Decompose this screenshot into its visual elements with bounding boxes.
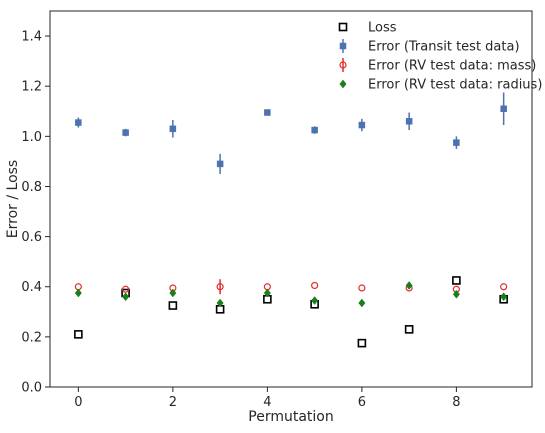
legend-marker (338, 22, 348, 32)
axes: 0 2 4 6 8 0.0 0.2 0.4 0.6 0.8 1.0 1.2 1.4 (21, 10, 533, 410)
legend-marker (339, 61, 347, 69)
data-point (263, 288, 271, 298)
data-point (122, 292, 130, 302)
data-point (453, 139, 460, 146)
series-0 (74, 276, 508, 348)
data-point (500, 283, 508, 291)
y-tick-label: 1.2 (21, 80, 42, 95)
x-tick-label: 4 (263, 395, 271, 410)
legend-label: Loss (368, 21, 397, 36)
legend-label: Error (RV test data: mass) (368, 59, 536, 74)
data-point (216, 283, 224, 291)
data-point (500, 292, 508, 302)
y-tick-label: 0.4 (21, 280, 42, 295)
data-point (358, 284, 366, 292)
y-tick-label: 1.0 (21, 130, 42, 145)
data-point (358, 121, 366, 129)
data-point (169, 125, 177, 133)
series-3 (74, 281, 508, 308)
data-point (311, 281, 319, 290)
series-2 (74, 279, 508, 295)
y-tick-label: 0.0 (21, 381, 42, 396)
legend-label: Error (Transit test data) (368, 40, 520, 55)
y-tick-label: 1.4 (21, 30, 42, 45)
data-point (169, 288, 177, 298)
data-point (122, 285, 130, 293)
data-point (168, 301, 178, 310)
x-tick-label: 2 (169, 395, 177, 410)
x-axis-label: Permutation (248, 409, 333, 425)
plot-frame (49, 10, 533, 388)
data-point (74, 288, 82, 298)
data-point (357, 338, 367, 348)
data-point (74, 330, 83, 339)
series-1 (75, 92, 507, 174)
x-tick-label: 8 (452, 395, 460, 410)
legend-label: Error (RV test data: radius) (368, 78, 542, 93)
legend-marker (339, 42, 347, 50)
data-point (358, 298, 366, 308)
x-tick-label: 0 (74, 395, 82, 410)
data-point (404, 325, 414, 334)
data-point (216, 160, 224, 168)
data-point (405, 281, 413, 290)
data-point (311, 126, 318, 134)
data-point (311, 296, 319, 305)
data-point (75, 119, 82, 126)
data-point (405, 118, 413, 125)
y-axis-label: Error / Loss (5, 160, 21, 238)
data-point (122, 129, 129, 136)
y-tick-label: 0.6 (21, 230, 42, 245)
legend-marker (339, 79, 347, 89)
legend: Loss Error (Transit test data) Error (RV t… (338, 21, 542, 93)
plot-area (74, 92, 508, 348)
y-tick-label: 0.2 (21, 330, 42, 345)
data-point (452, 289, 460, 299)
y-tick-label: 0.8 (21, 180, 42, 195)
x-tick-label: 6 (358, 395, 366, 410)
data-point (500, 105, 507, 113)
data-point (264, 109, 271, 116)
data-point (452, 276, 461, 285)
data-point (216, 298, 224, 308)
